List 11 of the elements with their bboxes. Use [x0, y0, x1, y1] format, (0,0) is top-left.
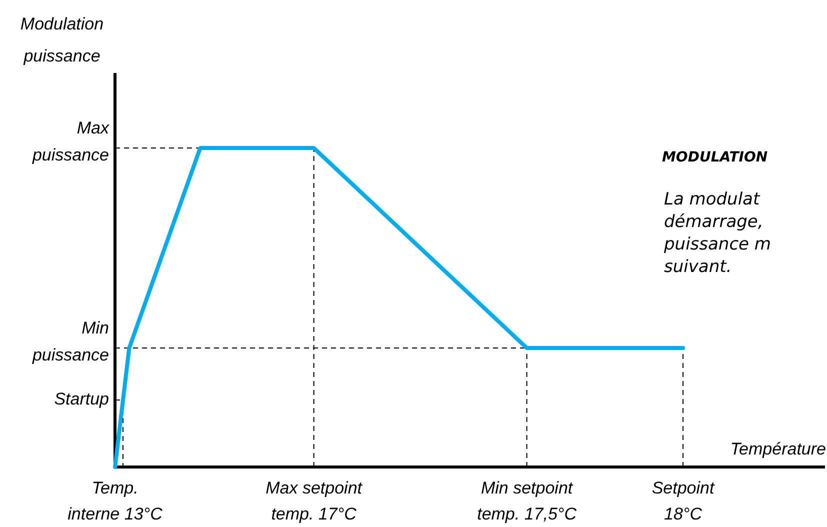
annotation: MODULATION — [662, 150, 768, 166]
ref-line-label: Min puissance — [31, 318, 109, 365]
x-tick-label: Temp. interne 13°C — [68, 478, 164, 524]
annotation: La modulat démarrage, puissance m suivant. — [663, 189, 771, 277]
ref-line-label: Max puissance — [31, 118, 110, 165]
x-tick-label: Min setpoint temp. 17,5°C — [477, 478, 578, 524]
y-axis-title: Modulation puissance — [20, 14, 104, 66]
ref-line-label: Startup — [54, 390, 109, 409]
x-tick-label: Max setpoint temp. 17°C — [266, 478, 364, 524]
x-axis-title: Température — [730, 440, 826, 459]
x-tick-label: Setpoint 18°C — [652, 478, 716, 524]
